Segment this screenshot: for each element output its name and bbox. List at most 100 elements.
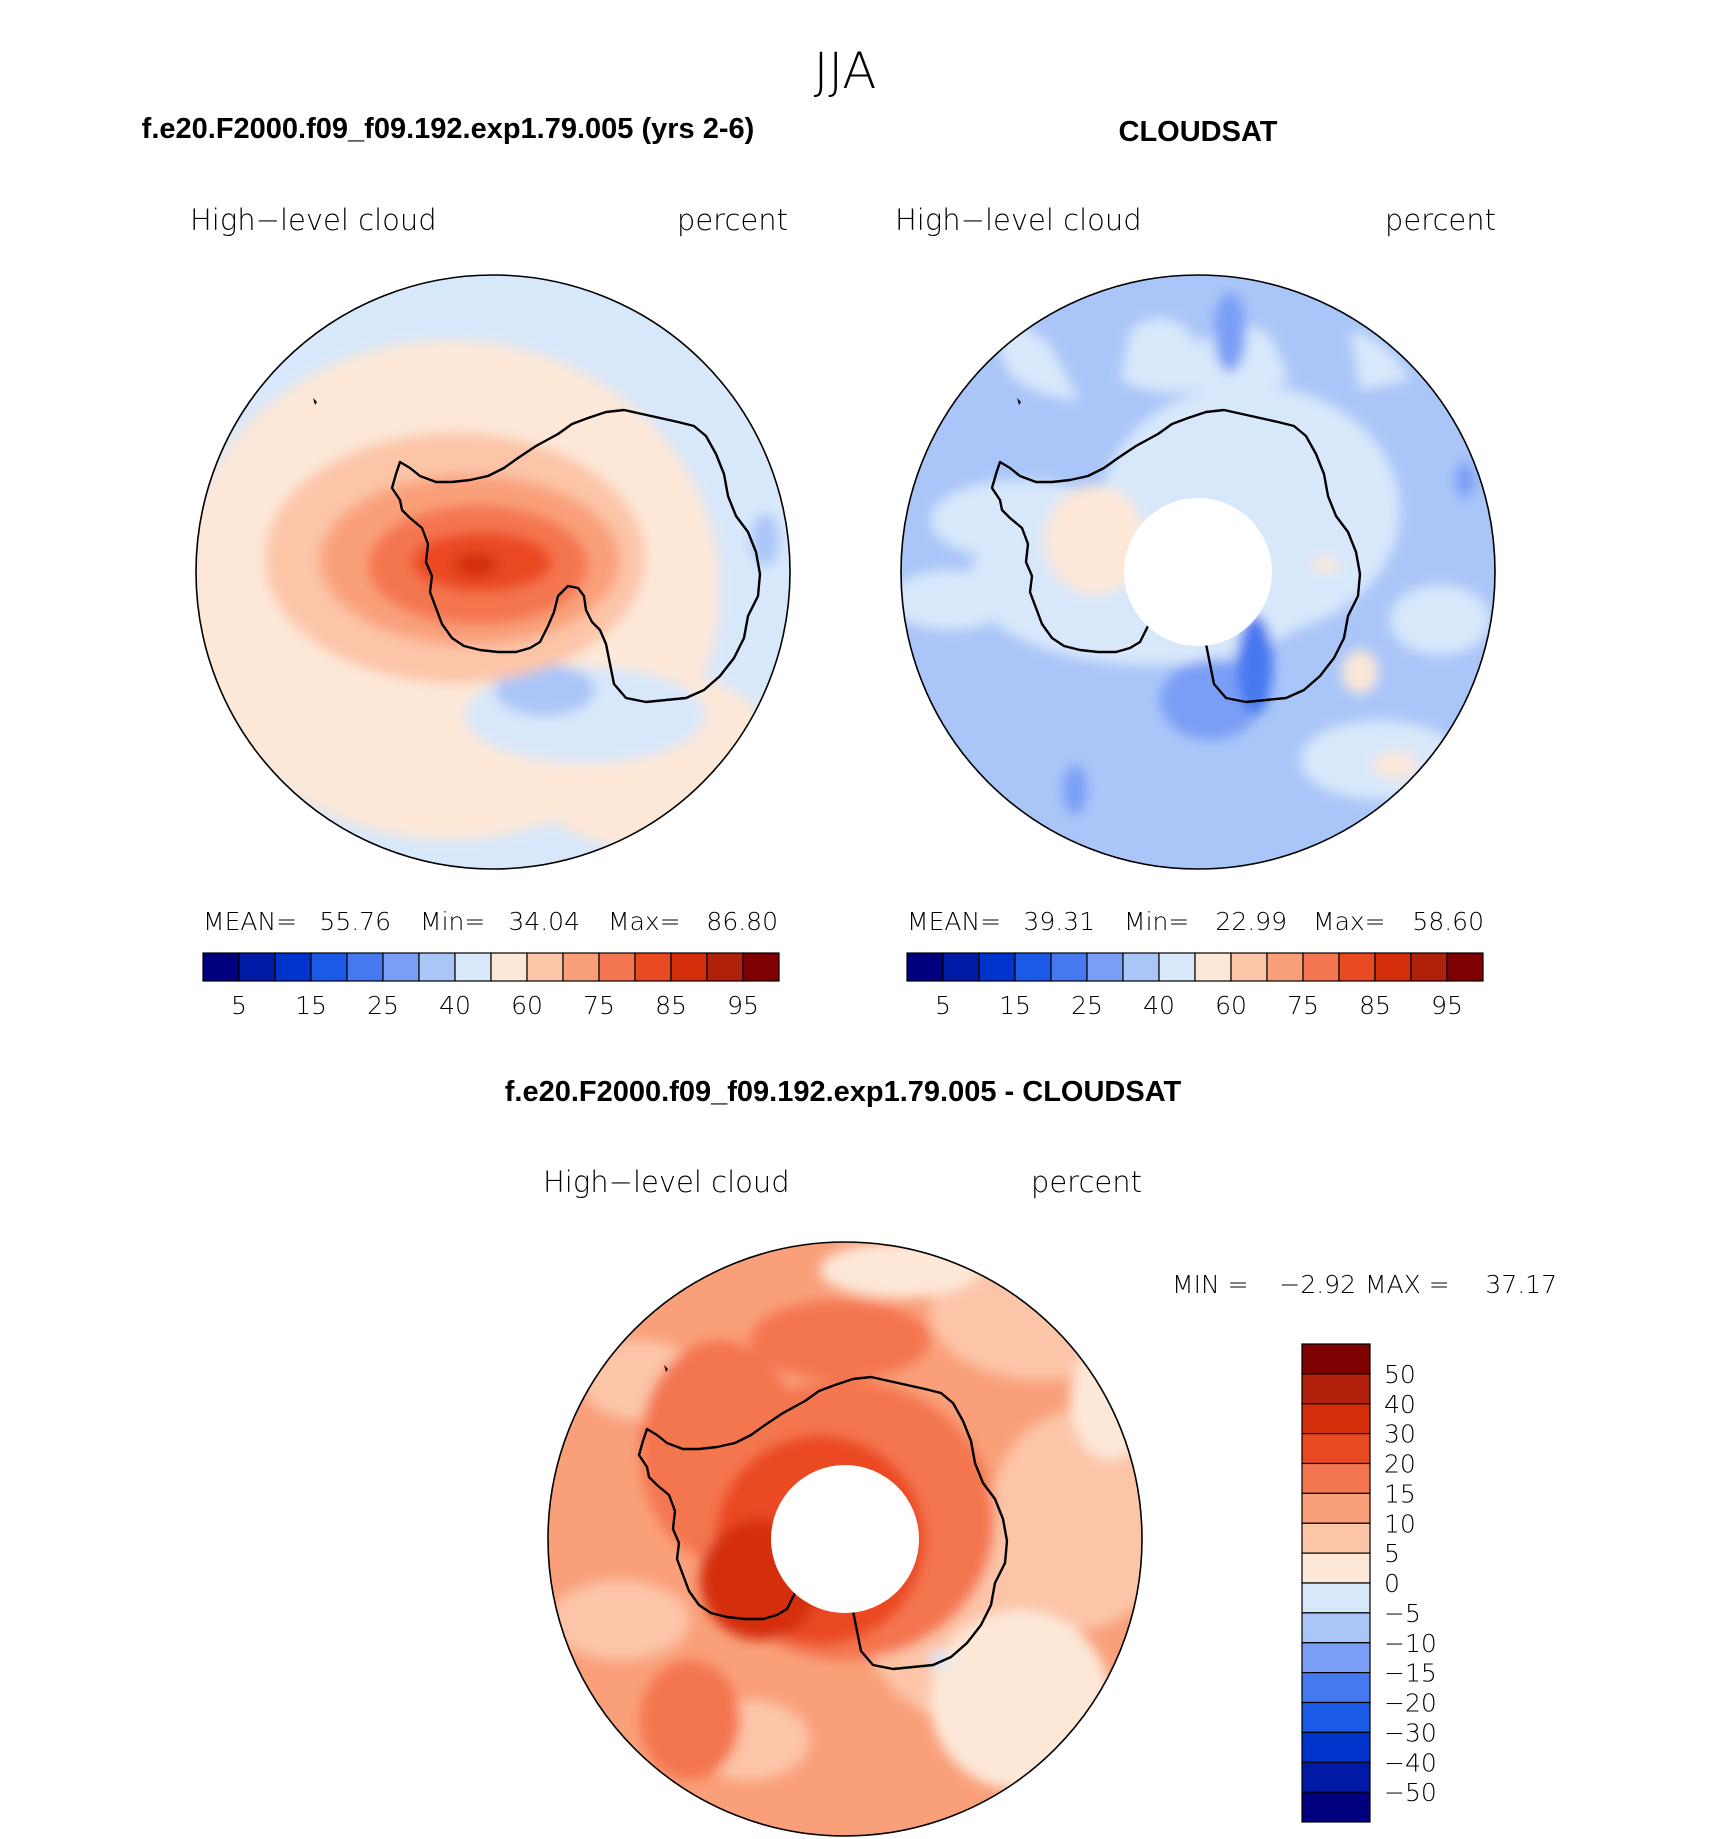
colorbar-swatch-12 xyxy=(634,952,672,982)
panel-obs-title: CLOUDSAT xyxy=(1119,116,1278,148)
colorbar-tick-label: 5 xyxy=(231,991,247,1020)
panel-diff-map-border xyxy=(547,1241,1143,1837)
panel-diff-title: f.e20.F2000.f09_f09.192.exp1.79.005 - CL… xyxy=(505,1076,1182,1108)
colorbar-swatch-14 xyxy=(706,952,744,982)
colorbar-tick-label: 25 xyxy=(1071,991,1103,1020)
panel-diff-max-label: MAX = xyxy=(1365,1270,1450,1299)
colorbar-tick-label: −30 xyxy=(1384,1718,1437,1747)
panel-model-min-label: Min= xyxy=(420,907,485,936)
colorbar-swatch-15 xyxy=(742,952,780,982)
panel-model-max-label: Max= xyxy=(608,907,681,936)
colorbar-swatch-3 xyxy=(310,952,348,982)
panel-model-map-border xyxy=(195,274,791,870)
colorbar-swatch-4 xyxy=(346,952,384,982)
colorbar-tick-label: −40 xyxy=(1384,1748,1437,1777)
panel-diff-units: percent xyxy=(1031,1165,1142,1199)
colorbar-tick-label: 95 xyxy=(727,991,759,1020)
panel-model-variable: High−level cloud xyxy=(190,203,437,237)
colorbar-swatch-11 xyxy=(598,952,636,982)
panel-model-mean-label: MEAN= xyxy=(203,907,297,936)
panel-obs-variable: High−level cloud xyxy=(895,203,1142,237)
colorbar-tick-label: 15 xyxy=(1384,1479,1416,1508)
panel-obs-colorbar: 5 15 25 40 60 75 85 95 xyxy=(906,952,1484,1020)
colorbar-swatch-13 xyxy=(670,952,708,982)
colorbar-swatch-1 xyxy=(942,952,980,982)
panel-diff-min-label: MIN = xyxy=(1172,1270,1249,1299)
colorbar-tick-label: 10 xyxy=(1384,1509,1416,1538)
colorbar-swatch-0 xyxy=(906,952,944,982)
panel-model-max-value: 86.80 xyxy=(706,907,778,936)
panel-model-mean-value: 55.76 xyxy=(319,907,391,936)
colorbar-swatch-8 xyxy=(490,952,528,982)
colorbar-swatch-10 xyxy=(1266,952,1304,982)
panel-model-colorbar: 5 15 25 40 60 75 85 95 xyxy=(202,952,780,1020)
colorbar-swatch-1 xyxy=(1301,1373,1371,1405)
panel-model-title: f.e20.F2000.f09_f09.192.exp1.79.005 (yrs… xyxy=(142,113,755,145)
colorbar-swatch-8 xyxy=(1301,1582,1371,1614)
panel-model-map xyxy=(196,275,790,869)
panel-diff-min-value: −2.92 xyxy=(1279,1270,1356,1299)
colorbar-tick-label: 30 xyxy=(1384,1420,1416,1449)
colorbar-tick-label: 0 xyxy=(1384,1569,1400,1598)
colorbar-tick-label: 60 xyxy=(511,991,543,1020)
colorbar-tick-label: 40 xyxy=(1143,991,1175,1020)
colorbar-swatch-14 xyxy=(1301,1761,1371,1793)
panel-obs-mean-label: MEAN= xyxy=(907,907,1001,936)
colorbar-tick-label: 40 xyxy=(1384,1390,1416,1419)
colorbar-swatch-7 xyxy=(1301,1552,1371,1584)
colorbar-swatch-0 xyxy=(1301,1343,1371,1375)
colorbar-tick-label: 15 xyxy=(295,991,327,1020)
colorbar-tick-label: 60 xyxy=(1215,991,1247,1020)
colorbar-swatch-12 xyxy=(1301,1701,1371,1733)
colorbar-swatch-10 xyxy=(1301,1642,1371,1674)
colorbar-swatch-15 xyxy=(1301,1791,1371,1823)
colorbar-swatch-13 xyxy=(1301,1731,1371,1763)
panel-obs-missing-data xyxy=(1124,498,1272,646)
colorbar-swatch-9 xyxy=(526,952,564,982)
colorbar-tick-label: −15 xyxy=(1384,1659,1437,1688)
colorbar-swatch-8 xyxy=(1194,952,1232,982)
colorbar-swatch-5 xyxy=(1301,1492,1371,1524)
colorbar-tick-label: 75 xyxy=(1287,991,1319,1020)
colorbar-swatch-4 xyxy=(1301,1462,1371,1494)
panel-model: f.e20.F2000.f09_f09.192.exp1.79.005 (yrs… xyxy=(142,113,791,1020)
colorbar-swatch-2 xyxy=(274,952,312,982)
panel-obs-map-border xyxy=(900,274,1496,870)
colorbar-tick-label: 5 xyxy=(1384,1539,1400,1568)
panel-model-stats: MEAN= 55.76 Min= 34.04 Max= 86.80 xyxy=(203,907,778,936)
colorbar-swatch-3 xyxy=(1014,952,1052,982)
panel-model-min-value: 34.04 xyxy=(508,907,580,936)
colorbar-tick-label: 5 xyxy=(935,991,951,1020)
panel-obs-max-label: Max= xyxy=(1313,907,1386,936)
panel-obs-mean-value: 39.31 xyxy=(1023,907,1095,936)
panel-diff: f.e20.F2000.f09_f09.192.exp1.79.005 - CL… xyxy=(505,1076,1557,1837)
panel-obs: CLOUDSAT High−level cloud percent xyxy=(895,116,1496,1020)
panel-diff-max-value: 37.17 xyxy=(1485,1270,1557,1299)
colorbar-tick-label: 75 xyxy=(583,991,615,1020)
panel-obs-units: percent xyxy=(1385,203,1496,237)
colorbar-swatch-6 xyxy=(1122,952,1160,982)
colorbar-swatch-11 xyxy=(1301,1672,1371,1704)
colorbar-swatch-13 xyxy=(1374,952,1412,982)
panel-diff-variable: High−level cloud xyxy=(543,1165,790,1199)
colorbar-tick-label: 50 xyxy=(1384,1360,1416,1389)
colorbar-swatch-11 xyxy=(1302,952,1340,982)
colorbar-swatch-9 xyxy=(1230,952,1268,982)
colorbar-swatch-2 xyxy=(1301,1403,1371,1435)
panel-obs-map xyxy=(901,275,1495,869)
panel-diff-missing-data xyxy=(771,1465,919,1613)
panel-obs-min-label: Min= xyxy=(1124,907,1189,936)
colorbar-tick-label: 85 xyxy=(655,991,687,1020)
colorbar-swatch-4 xyxy=(1050,952,1088,982)
colorbar-swatch-7 xyxy=(454,952,492,982)
colorbar-swatch-5 xyxy=(1086,952,1124,982)
colorbar-swatch-14 xyxy=(1410,952,1448,982)
panel-obs-max-value: 58.60 xyxy=(1412,907,1484,936)
panel-diff-stats: MIN = −2.92 MAX = 37.17 xyxy=(1172,1270,1557,1299)
colorbar-swatch-5 xyxy=(382,952,420,982)
colorbar-swatch-9 xyxy=(1301,1612,1371,1644)
colorbar-tick-label: 85 xyxy=(1359,991,1391,1020)
colorbar-tick-label: −20 xyxy=(1384,1689,1437,1718)
